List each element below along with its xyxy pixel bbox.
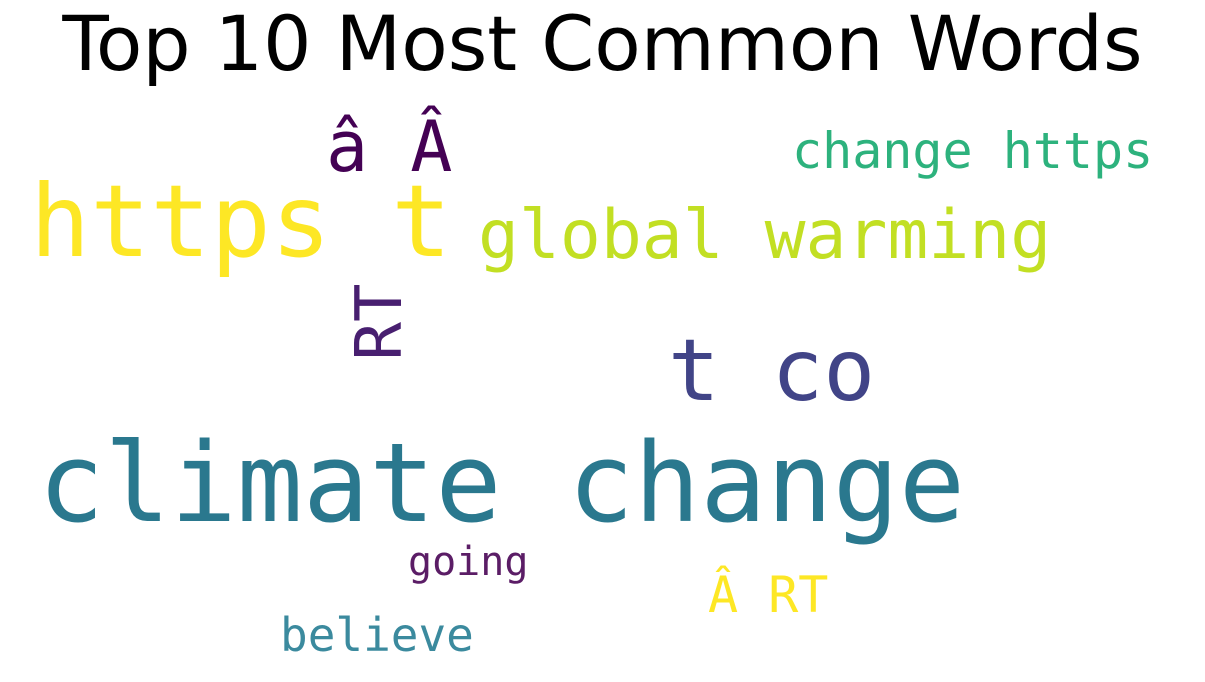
word-going: going (408, 539, 529, 585)
word-global-warming: global warming (478, 196, 1052, 275)
word-https-t: https t (30, 163, 452, 280)
word-rt-vertical: RT (343, 283, 417, 361)
word-believe: believe (280, 608, 474, 662)
word-t-co: t co (668, 321, 876, 421)
word-a-rt: Â RT (708, 566, 829, 624)
word-climate-change: climate change (38, 419, 966, 547)
chart-title: Top 10 Most Common Words (62, 0, 1143, 88)
word-change-https: change https (792, 122, 1154, 180)
word-a-circumflex: â Â (326, 106, 453, 188)
